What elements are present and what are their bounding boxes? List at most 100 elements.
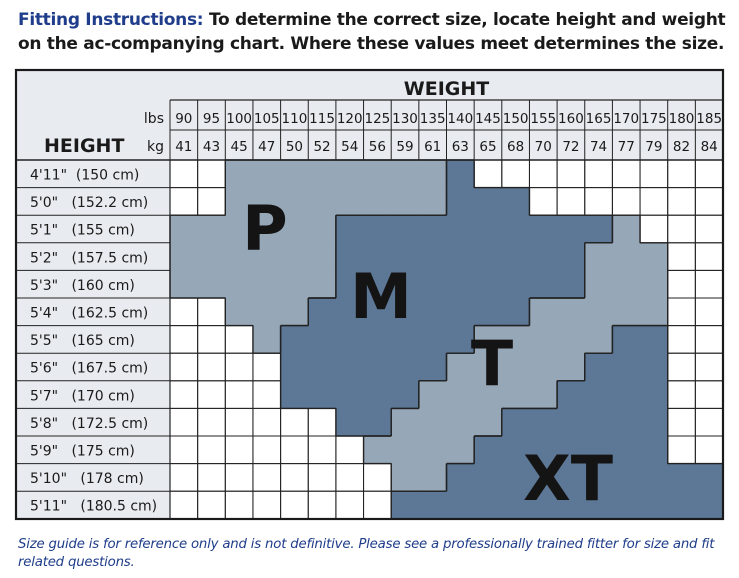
weight-lbs-label: 130 [392, 111, 418, 127]
size-cell-t [474, 380, 503, 409]
size-cell-t [612, 298, 641, 327]
size-cell-m [446, 270, 475, 299]
size-cell-xt [584, 408, 613, 437]
size-cell-m [446, 242, 475, 271]
size-cell-xt [667, 491, 696, 520]
size-cell-t [446, 436, 475, 465]
size-cell-xt [584, 491, 613, 520]
size-cell-m [335, 325, 365, 354]
size-cell-m [391, 242, 420, 271]
size-cell-xt [612, 408, 641, 437]
height-label: 4'11" (150 cm) [30, 168, 139, 184]
size-cell-xt [529, 463, 558, 492]
size-cell-t [557, 298, 586, 327]
size-cell-xt [557, 463, 586, 492]
weight-kg-label: 45 [231, 139, 248, 155]
size-cell-m [529, 215, 558, 244]
size-cell-m [501, 298, 531, 327]
size-cell-t [612, 270, 641, 299]
weight-kg-label: 61 [424, 139, 441, 155]
size-cell-p [197, 215, 226, 244]
height-label: 5'8" (172.5 cm) [30, 416, 148, 432]
size-cell-t [584, 325, 613, 354]
size-cell-m [446, 187, 475, 216]
size-cell-xt [584, 353, 613, 382]
size-cell-t [640, 298, 669, 327]
height-label: 5'6" (167.5 cm) [30, 361, 148, 377]
size-cell-xt [391, 491, 420, 520]
size-cell-p [225, 215, 254, 244]
weight-kg-label: 70 [535, 139, 552, 155]
size-cell-xt [501, 408, 531, 437]
size-cell-xt [501, 463, 531, 492]
size-cell-m [418, 215, 448, 244]
size-cell-xt [474, 463, 503, 492]
size-cell-xt [612, 325, 641, 354]
size-cell-p [170, 242, 199, 271]
lbs-unit-label: lbs [144, 111, 164, 127]
weight-lbs-label: 115 [309, 111, 335, 127]
size-cell-xt [695, 463, 724, 492]
size-cell-xt [529, 436, 558, 465]
size-cell-p [225, 242, 254, 271]
weight-lbs-label: 145 [475, 111, 501, 127]
size-cell-xt [612, 463, 641, 492]
size-cell-m [363, 408, 392, 437]
size-cell-t [640, 270, 669, 299]
weight-kg-label: 68 [507, 139, 524, 155]
size-cell-t [529, 325, 558, 354]
height-label: 5'4" (162.5 cm) [30, 306, 148, 322]
size-cell-m [391, 380, 420, 409]
size-cell-t [418, 408, 448, 437]
size-cell-t [557, 325, 586, 354]
height-label: 5'3" (160 cm) [30, 278, 135, 294]
size-cell-m [335, 408, 365, 437]
size-cell-t [501, 380, 531, 409]
size-cell-m [584, 215, 613, 244]
size-cell-xt [557, 491, 586, 520]
size-cell-t [446, 353, 475, 382]
size-cell-p [225, 160, 254, 189]
size-cell-xt [474, 491, 503, 520]
size-cell-xt [418, 491, 448, 520]
size-cell-t [501, 353, 531, 382]
size-cell-m [280, 380, 309, 409]
size-letter-m: M [350, 260, 412, 333]
size-cell-p [252, 242, 282, 271]
size-cell-m [446, 160, 475, 189]
weight-lbs-label: 95 [203, 111, 220, 127]
size-cell-m [308, 325, 337, 354]
chart-frame [14, 68, 725, 521]
weight-lbs-label: 150 [503, 111, 529, 127]
size-cell-m [418, 270, 448, 299]
fitting-instructions-text: To determine the correct size, locate he… [18, 10, 726, 54]
size-cell-m [280, 325, 309, 354]
size-cell-p [308, 242, 337, 271]
size-cell-m [363, 380, 392, 409]
size-cell-p [391, 160, 420, 189]
size-cell-xt [640, 380, 669, 409]
size-cell-m [335, 380, 365, 409]
size-cell-t [474, 408, 503, 437]
size-cell-t [363, 436, 392, 465]
weight-lbs-label: 185 [696, 111, 722, 127]
weight-lbs-label: 135 [420, 111, 446, 127]
size-cell-m [446, 325, 475, 354]
size-cell-m [474, 187, 503, 216]
size-cell-t [584, 270, 613, 299]
weight-kg-label: 50 [286, 139, 303, 155]
size-cell-p [197, 270, 226, 299]
weight-kg-label: 79 [645, 139, 662, 155]
size-cell-p [418, 187, 448, 216]
height-label: 5'7" (170 cm) [30, 388, 135, 404]
height-label: 5'11" (180.5 cm) [30, 499, 157, 515]
weight-kg-label: 52 [313, 139, 330, 155]
weight-kg-label: 56 [369, 139, 386, 155]
size-cell-m [418, 298, 448, 327]
weight-kg-label: 65 [479, 139, 496, 155]
size-cell-p [170, 215, 199, 244]
size-cell-p [170, 270, 199, 299]
weight-lbs-label: 140 [447, 111, 473, 127]
weight-lbs-label: 120 [337, 111, 363, 127]
